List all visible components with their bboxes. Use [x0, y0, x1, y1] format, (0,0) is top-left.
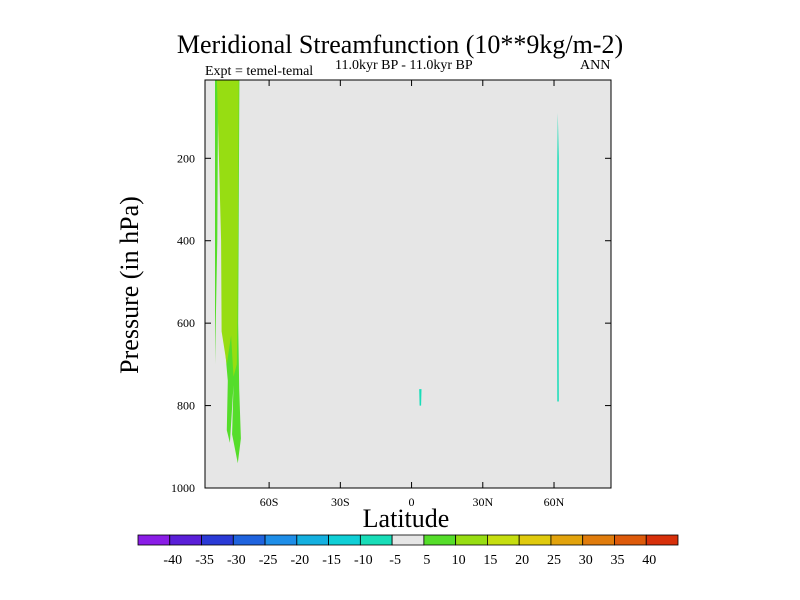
colorbar-swatch	[328, 534, 361, 546]
colorbar-swatch	[201, 534, 234, 546]
colorbar-swatch	[645, 534, 679, 546]
y-axis: 200 400 600 800 1000	[171, 151, 611, 495]
contour-equator-spot	[419, 389, 422, 406]
x-tick-label: 30N	[472, 495, 493, 509]
left-subtitle: Expt = temel-temal	[205, 64, 314, 79]
colorbar-label: 5	[423, 553, 430, 568]
colorbar-label: -10	[354, 553, 373, 568]
colorbar-label: -35	[195, 553, 214, 568]
colorbar-swatch	[137, 534, 171, 546]
colorbar-swatch	[487, 534, 520, 546]
colorbar-swatch	[296, 534, 329, 546]
colorbar-label: -20	[290, 553, 309, 568]
colorbar-label: -30	[227, 553, 246, 568]
colorbar-label: 25	[547, 553, 561, 568]
plot-area	[205, 80, 611, 488]
colorbar-swatch	[582, 534, 615, 546]
chart-title: Meridional Streamfunction (10**9kg/m-2)	[176, 30, 624, 59]
y-tick-label: 600	[177, 316, 195, 330]
contour-60n-streak	[556, 113, 559, 402]
colorbar-label: 15	[483, 553, 497, 568]
colorbar-label: 35	[610, 553, 624, 568]
colorbar-swatch	[455, 534, 488, 546]
colorbar-label: 40	[642, 553, 656, 568]
colorbar-swatch	[169, 534, 202, 546]
x-tick-label: 60S	[260, 495, 279, 509]
colorbar-label: -40	[163, 553, 182, 568]
colorbar-swatch	[423, 534, 457, 546]
colorbar-swatch	[614, 534, 647, 546]
colorbar-label: -25	[259, 553, 278, 568]
x-axis-label: Latitude	[362, 504, 450, 533]
x-tick-label: 60N	[544, 495, 565, 509]
y-tick-label: 1000	[171, 481, 195, 495]
x-tick-label: 0	[409, 495, 415, 509]
colorbar-swatch	[550, 534, 584, 546]
colorbar-label: -5	[389, 553, 401, 568]
center-subtitle: 11.0kyr BP - 11.0kyr BP	[335, 58, 473, 73]
y-tick-label: 400	[177, 234, 195, 248]
colorbar: -40 -35 -30 -25 -20 -15 -10 -5 5 10 15 20 25 30 35 40	[137, 534, 679, 568]
colorbar-swatch	[391, 534, 425, 546]
contour-layer	[215, 80, 559, 464]
x-tick-label: 30S	[331, 495, 350, 509]
x-axis: 60S 30S 0 30N 60N	[260, 80, 565, 509]
colorbar-swatch	[264, 534, 298, 546]
colorbar-swatch	[518, 534, 552, 546]
right-subtitle: ANN	[580, 58, 611, 73]
colorbar-label: 10	[452, 553, 466, 568]
colorbar-label: 20	[515, 553, 529, 568]
contour-west-inner-core	[216, 80, 239, 377]
y-tick-label: 800	[177, 399, 195, 413]
colorbar-label: -15	[322, 553, 341, 568]
colorbar-label: 30	[579, 553, 593, 568]
y-tick-label: 200	[177, 151, 195, 165]
colorbar-swatch	[359, 534, 393, 546]
colorbar-swatch	[232, 534, 266, 546]
plot-border	[204, 79, 612, 489]
